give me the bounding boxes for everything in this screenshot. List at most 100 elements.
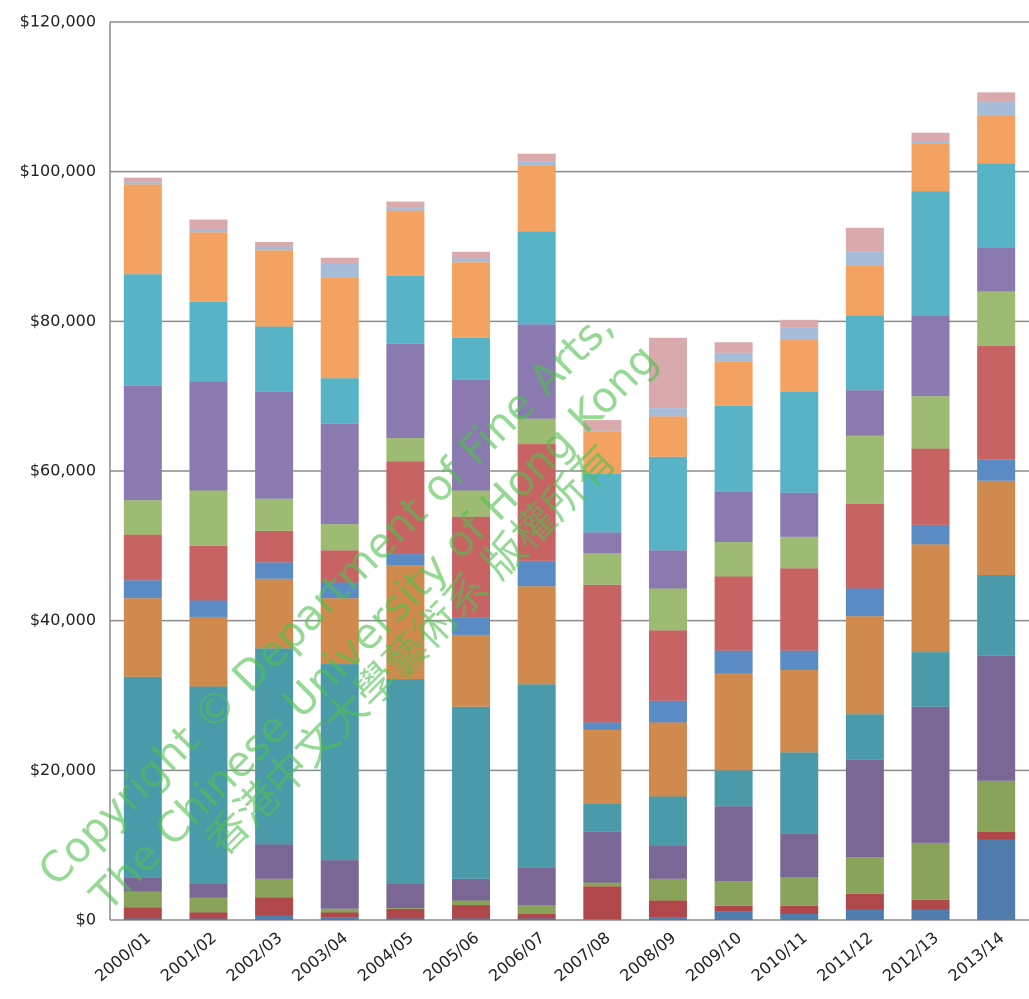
- bar-segment: [911, 132, 950, 141]
- bar-segment: [911, 842, 950, 900]
- bar-segment: [911, 899, 950, 910]
- bar-segment: [977, 92, 1016, 103]
- bar-segment: [517, 153, 556, 162]
- bar-segment: [255, 391, 294, 499]
- bar-segment: [123, 918, 162, 920]
- bar-segment: [320, 860, 359, 909]
- bar-segment: [452, 337, 491, 380]
- bar-segment: [714, 770, 753, 807]
- watermark: The Chinese University of Hong Kong: [80, 334, 667, 921]
- bar-segment: [714, 911, 753, 920]
- bar-segment: [452, 900, 491, 906]
- bar-segment: [386, 275, 425, 344]
- bar-segment: [780, 536, 819, 569]
- bar-segment: [255, 242, 294, 247]
- bar-segment: [255, 915, 294, 920]
- bar-segment: [780, 391, 819, 493]
- y-tick-label: $40,000: [30, 610, 96, 629]
- x-tick-label: 2006/07: [485, 928, 548, 985]
- bar-segment: [583, 722, 622, 730]
- bar-segment: [123, 877, 162, 892]
- bar-segment: [517, 165, 556, 232]
- bar-segment: [583, 473, 622, 533]
- x-tick-label: 2012/13: [879, 928, 942, 985]
- bar-segment: [583, 430, 622, 432]
- y-tick-label: $20,000: [30, 760, 96, 779]
- bar-segment: [648, 456, 687, 551]
- bar-segment: [845, 390, 884, 436]
- bar-segment: [780, 670, 819, 753]
- bar-segment: [583, 886, 622, 920]
- bar-segment: [977, 655, 1016, 781]
- bar-segment: [977, 346, 1016, 460]
- bar-segment: [780, 319, 819, 328]
- bar-segment: [255, 498, 294, 531]
- x-tick-label: 2005/06: [419, 928, 482, 985]
- bar-segment: [452, 706, 491, 879]
- bar-segment: [386, 201, 425, 208]
- bar-segment: [583, 882, 622, 887]
- bar-segment: [780, 877, 819, 906]
- bar-segment: [517, 684, 556, 868]
- bar-segment: [714, 806, 753, 882]
- bar-segment: [845, 503, 884, 589]
- bar-segment: [845, 265, 884, 316]
- bar-segment: [977, 831, 1016, 840]
- bar-segment: [911, 315, 950, 397]
- bar-segment: [255, 250, 294, 327]
- bar-segment: [911, 448, 950, 525]
- bar-segment: [320, 257, 359, 263]
- bar-segment: [386, 207, 425, 211]
- bar-segment: [977, 780, 1016, 832]
- bar-segment: [452, 262, 491, 338]
- bar-segment: [583, 729, 622, 805]
- bar-segment: [255, 246, 294, 251]
- bar-segment: [714, 491, 753, 543]
- bar-segment: [977, 575, 1016, 656]
- bar-segment: [123, 891, 162, 908]
- bar-segment: [583, 431, 622, 474]
- bar-segment: [189, 912, 228, 919]
- bar-segment: [648, 796, 687, 846]
- bar-segment: [977, 247, 1016, 292]
- bar-segment: [780, 568, 819, 651]
- bar-segment: [320, 550, 359, 583]
- bar-segment: [452, 878, 491, 901]
- bar-segment: [320, 423, 359, 525]
- bar-segment: [648, 588, 687, 631]
- bar-segment: [452, 258, 491, 263]
- bar-segment: [386, 883, 425, 909]
- x-tick-label: 2013/14: [945, 928, 1008, 985]
- bar-segment: [255, 530, 294, 563]
- x-tick-label: 2009/10: [682, 928, 745, 985]
- x-tick-label: 2000/01: [91, 928, 154, 985]
- bar-segment: [123, 500, 162, 535]
- bar-segment: [320, 912, 359, 918]
- bar-segment: [845, 759, 884, 858]
- bar-segment: [189, 381, 228, 491]
- bar-segment: [123, 907, 162, 919]
- bar-segment: [123, 598, 162, 677]
- bar-segment: [845, 714, 884, 760]
- bar-segment: [714, 342, 753, 353]
- bar-segment: [648, 630, 687, 701]
- bar-segment: [189, 897, 228, 913]
- bar-segment: [780, 905, 819, 915]
- bar-segment: [911, 191, 950, 316]
- y-tick-label: $100,000: [20, 161, 96, 180]
- bar-segment: [517, 867, 556, 906]
- bar-segment: [780, 752, 819, 834]
- bar-segment: [123, 534, 162, 581]
- bar-segment: [320, 598, 359, 665]
- bar-segment: [189, 616, 228, 687]
- bar-segment: [255, 562, 294, 579]
- bar-segment: [189, 545, 228, 601]
- bar-segment: [648, 917, 687, 920]
- bar-segment: [189, 686, 228, 884]
- bar-segment: [845, 435, 884, 504]
- bar-segment: [583, 420, 622, 431]
- bar-segment: [845, 616, 884, 715]
- bar-segment: [255, 897, 294, 916]
- bar-segment: [714, 673, 753, 771]
- bar-segment: [845, 588, 884, 617]
